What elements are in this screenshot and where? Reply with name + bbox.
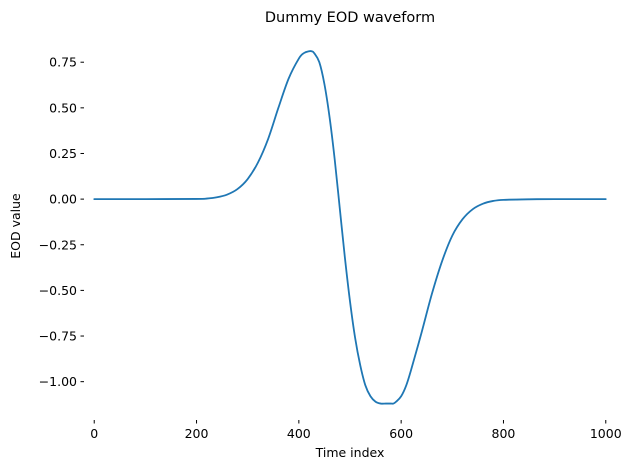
y-tick-label: −0.25 (39, 237, 77, 252)
y-tick-label: 0.25 (49, 146, 77, 161)
x-tick-label: 1000 (590, 426, 622, 441)
x-tick-label: 800 (492, 426, 516, 441)
x-tick-label: 600 (389, 426, 413, 441)
y-tick-label: 0.50 (49, 100, 77, 115)
y-axis-label: EOD value (8, 193, 23, 259)
x-tick-label: 0 (90, 426, 98, 441)
y-tick-label: −1.00 (39, 374, 77, 389)
y-tick-label: −0.50 (39, 283, 77, 298)
y-tick-label: 0.75 (49, 55, 77, 70)
x-tick-label: 400 (287, 426, 311, 441)
eod-waveform-line (93, 50, 607, 405)
y-tick-label: −0.75 (39, 329, 77, 344)
y-tick-label: 0.00 (49, 192, 77, 207)
chart-title: Dummy EOD waveform (265, 10, 435, 26)
y-axis-ticks: 0.75 0.50 0.25 0.00 −0.25 −0.50 −0.75 −1.00 (39, 55, 84, 389)
x-axis-label: Time index (315, 445, 385, 460)
x-axis-ticks: 0 200 400 600 800 1000 (90, 420, 622, 441)
x-tick-label: 200 (185, 426, 209, 441)
